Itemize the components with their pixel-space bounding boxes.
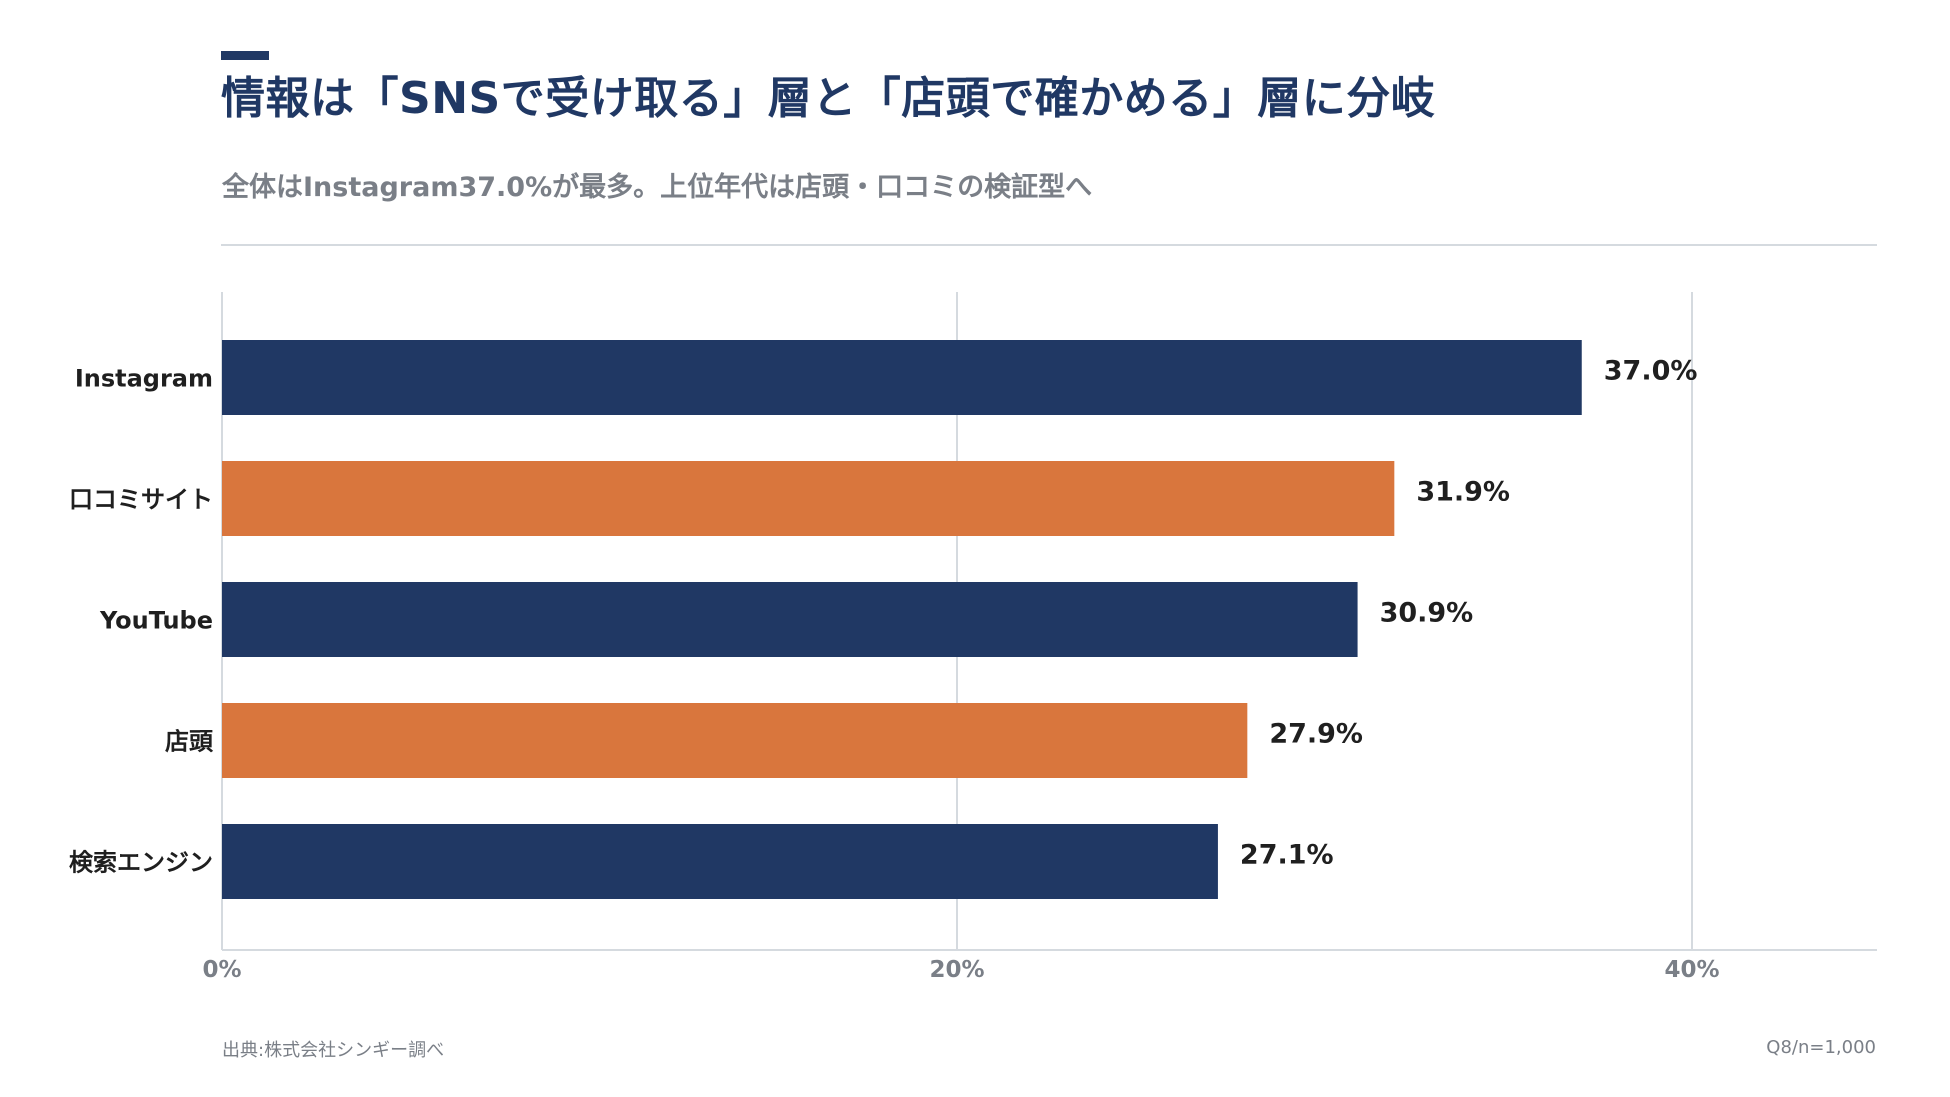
bar-4 bbox=[222, 824, 1218, 899]
header-divider bbox=[221, 244, 1877, 246]
source-note: 出典:株式会社シンギー調べ bbox=[222, 1040, 445, 1061]
category-label: 口コミサイト bbox=[69, 486, 213, 514]
x-tick-label: 0% bbox=[202, 957, 241, 983]
value-label: 37.0% bbox=[1604, 356, 1698, 387]
bar-1 bbox=[222, 461, 1395, 536]
value-label: 27.1% bbox=[1240, 840, 1334, 871]
category-label: Instagram bbox=[75, 365, 213, 393]
page-subtitle: 全体はInstagram37.0%が最多。上位年代は店頭・口コミの検証型へ bbox=[222, 172, 1093, 203]
category-label: 検索エンジン bbox=[69, 849, 213, 877]
value-label: 31.9% bbox=[1416, 477, 1510, 508]
category-label: YouTube bbox=[99, 607, 213, 635]
bar-2 bbox=[222, 582, 1358, 657]
page-title: 情報は「SNSで受け取る」層と「店頭で確かめる」層に分岐 bbox=[221, 73, 1436, 124]
bar-3 bbox=[222, 703, 1248, 778]
sample-note: Q8/n=1,000 bbox=[1766, 1037, 1876, 1058]
value-label: 27.9% bbox=[1269, 719, 1363, 750]
bar-0 bbox=[222, 340, 1582, 415]
value-label: 30.9% bbox=[1380, 598, 1474, 629]
x-tick-label: 20% bbox=[929, 957, 984, 983]
category-label: 店頭 bbox=[165, 728, 214, 756]
title-accent-bar bbox=[221, 51, 269, 60]
bar-chart: 0% 20% 40% Instagram 37.0% 口コミサイト 31.9% YouTube… bbox=[69, 292, 1877, 983]
x-tick-label: 40% bbox=[1664, 957, 1719, 983]
